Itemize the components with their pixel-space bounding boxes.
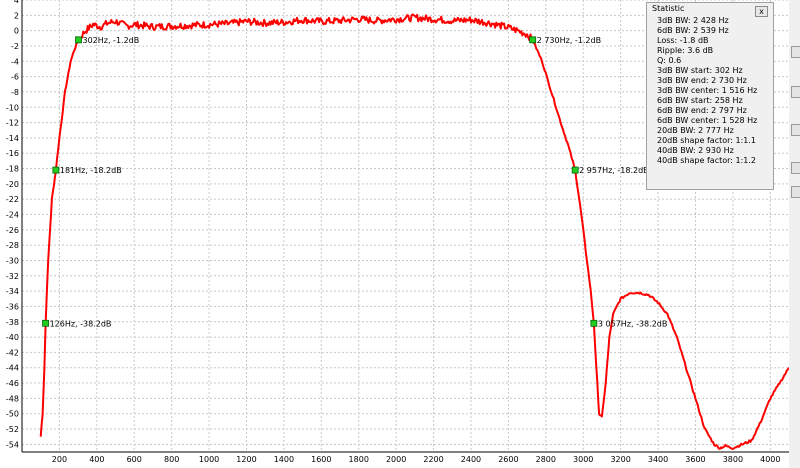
x-tick-label: 2400 (461, 455, 481, 464)
statistic-line: Ripple: 3.6 dB (657, 46, 714, 55)
side-toolbar-button[interactable] (791, 162, 800, 174)
y-tick-label: -22 (6, 195, 19, 204)
side-toolbar-button[interactable] (791, 46, 800, 58)
x-tick-label: 1000 (199, 455, 219, 464)
statistic-panel-title: Statistic (652, 4, 685, 13)
marker-label: 3 057Hz, -38.2dB (598, 319, 667, 328)
marker-label: 2 730Hz, -1.2dB (537, 36, 601, 45)
y-tick-label: -46 (6, 379, 19, 388)
marker-label: 126Hz, -38.2dB (50, 319, 112, 328)
statistic-line: 6dB BW: 2 539 Hz (657, 26, 729, 35)
y-tick-label: -4 (11, 57, 19, 66)
y-tick-label: -14 (6, 134, 19, 143)
axes (21, 0, 789, 453)
y-tick-label: -20 (6, 180, 19, 189)
statistic-line: 3dB BW end: 2 730 Hz (657, 76, 747, 85)
y-tick-label: -10 (6, 103, 19, 112)
data-marker[interactable] (529, 36, 537, 44)
y-tick-label: -40 (6, 333, 19, 342)
statistic-line: Loss: -1.8 dB (657, 36, 709, 45)
y-tick-label: -8 (11, 88, 19, 97)
x-tick-label: 2600 (498, 455, 518, 464)
side-toolbar-button[interactable] (791, 124, 800, 136)
y-tick-label: -42 (6, 348, 19, 357)
marker-layer: 126Hz, -38.2dB 181Hz, -18.2dB 302Hz, -1.2d… (42, 36, 667, 328)
statistic-panel: Statistic x 3dB BW: 2 428 Hz 6dB BW: 2 53… (646, 2, 774, 190)
y-tick-label: -36 (6, 302, 19, 311)
x-tick-label: 1800 (349, 455, 369, 464)
x-tick-label: 800 (164, 455, 179, 464)
x-tick-label: 3800 (723, 455, 743, 464)
x-tick-label: 2000 (386, 455, 406, 464)
statistic-line: 6dB BW center: 1 528 Hz (657, 116, 758, 125)
x-tick-label: 1400 (274, 455, 294, 464)
y-tick-label: 2 (14, 11, 19, 20)
series-layer (39, 13, 790, 450)
data-marker[interactable] (590, 319, 598, 327)
y-tick-label: -50 (6, 410, 19, 419)
response-curve (39, 13, 790, 450)
y-tick-label: -12 (6, 119, 19, 128)
x-tick-label: 3600 (685, 455, 705, 464)
side-toolbar-button[interactable] (791, 186, 800, 198)
y-tick-label: -38 (6, 318, 19, 327)
x-tick-label: 400 (89, 455, 104, 464)
y-tick-label: -52 (6, 425, 19, 434)
x-tick-label: 200 (52, 455, 67, 464)
y-tick-label: -32 (6, 272, 19, 281)
statistic-line: 20dB shape factor: 1:1.1 (657, 136, 757, 145)
y-tick-label: -30 (6, 256, 19, 265)
statistic-line: 40dB shape factor: 1:1.2 (657, 156, 757, 165)
x-tick-label: 4000 (760, 455, 780, 464)
y-tick-label: -26 (6, 226, 19, 235)
y-tick-label: -2 (11, 42, 19, 51)
x-tick-label: 600 (127, 455, 142, 464)
marker-label: 181Hz, -18.2dB (60, 166, 122, 175)
y-tick-label: -28 (6, 241, 19, 250)
marker-label: 302Hz, -1.2dB (82, 36, 139, 45)
y-tick-label: 4 (14, 0, 19, 5)
data-marker[interactable] (75, 36, 82, 44)
x-tick-label: 1600 (311, 455, 331, 464)
x-tick-label: 2200 (423, 455, 443, 464)
y-tick-label: -54 (6, 440, 19, 449)
x-tick-label: 3200 (610, 455, 630, 464)
statistic-line: 6dB BW end: 2 797 Hz (657, 106, 747, 115)
statistic-line: 6dB BW start: 258 Hz (657, 96, 743, 105)
x-tick-label: 1200 (236, 455, 256, 464)
y-tick-label: -34 (6, 287, 19, 296)
y-tick-label: -48 (6, 394, 19, 403)
marker-label: 2 957Hz, -18.2dB (579, 166, 648, 175)
x-tick-label: 3000 (573, 455, 593, 464)
y-tick-label: -24 (6, 211, 19, 220)
x-tick-label: 2800 (536, 455, 556, 464)
data-marker[interactable] (52, 166, 60, 174)
statistic-line: 3dB BW: 2 428 Hz (657, 16, 729, 25)
y-tick-label: 0 (14, 27, 19, 36)
y-tick-label: -18 (6, 165, 19, 174)
data-marker[interactable] (571, 166, 579, 174)
statistic-line: 20dB BW: 2 777 Hz (657, 126, 734, 135)
statistic-line: 3dB BW start: 302 Hz (657, 66, 743, 75)
statistic-line: 40dB BW: 2 930 Hz (657, 146, 734, 155)
statistic-list: 3dB BW: 2 428 Hz 6dB BW: 2 539 Hz Loss: -1… (657, 16, 757, 166)
data-marker[interactable] (42, 319, 49, 327)
x-tick-label: 3400 (648, 455, 668, 464)
y-tick-label: -16 (6, 149, 19, 158)
side-toolbar (789, 0, 800, 468)
statistic-line: 3dB BW center: 1 516 Hz (657, 86, 758, 95)
y-tick-label: -44 (6, 364, 19, 373)
statistic-line: Q: 0.6 (657, 56, 682, 65)
side-toolbar-button[interactable] (791, 86, 800, 98)
close-button[interactable]: x (755, 6, 768, 17)
y-tick-label: -6 (11, 73, 19, 82)
tick-labels: 4 2 0 -2 -4 -6 -8 -10 -12 -14 -16 -18 -20 -22 -24 -26 -2… (6, 0, 781, 464)
